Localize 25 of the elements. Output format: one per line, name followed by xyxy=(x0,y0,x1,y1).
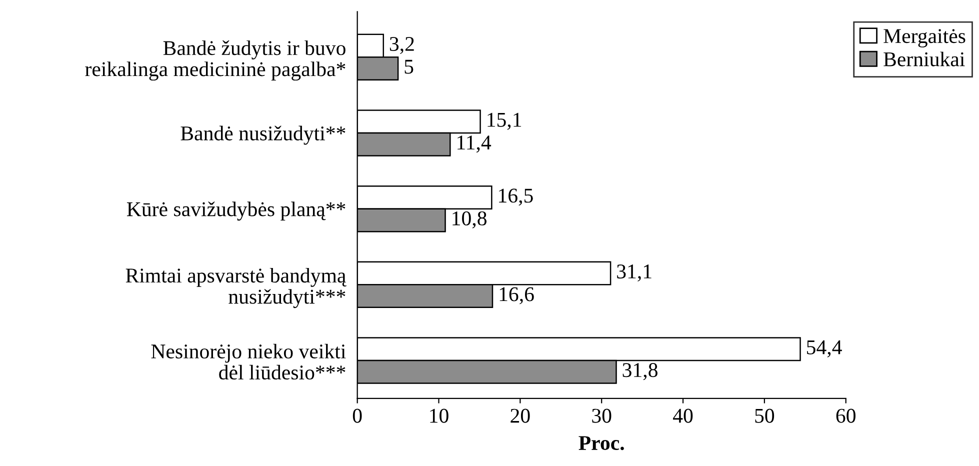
data-label: 31,8 xyxy=(622,363,658,380)
y-tick-label: Rimtai apsvarstė bandymą nusižudyti*** xyxy=(126,268,346,308)
legend-label: Mergaitės xyxy=(884,29,966,48)
x-tick-label: 20 xyxy=(510,408,530,423)
y-tick-label: Kūrė savižudybės planą** xyxy=(126,202,346,221)
data-label: 10,8 xyxy=(452,211,486,228)
x-tick-label: 0 xyxy=(352,408,362,423)
data-label: 11,4 xyxy=(458,136,492,153)
x-tick-label: 60 xyxy=(836,408,856,423)
data-label: 5 xyxy=(404,60,414,74)
x-tick-label: 50 xyxy=(755,408,774,423)
data-label: 15,1 xyxy=(488,112,522,130)
data-label: 54,4 xyxy=(807,340,842,358)
x-tick-label: 30 xyxy=(592,408,612,423)
data-label: 16,6 xyxy=(500,287,534,304)
y-tick-label: Bandė nusižudyti** xyxy=(180,126,346,145)
x-tick-label: 40 xyxy=(673,408,693,423)
x-axis-title: Proc. xyxy=(578,436,624,450)
x-tick-label: 10 xyxy=(430,408,448,423)
data-label: 3,2 xyxy=(390,36,414,54)
legend-label: Berniukai xyxy=(884,52,965,66)
data-label: 16,5 xyxy=(499,188,533,206)
y-tick-label: Nesinorėjo nieko veikti dėl liūdesio*** xyxy=(151,344,346,380)
data-label: 31,1 xyxy=(617,264,652,282)
y-tick-label: Bandė žudytis ir buvo reikalinga medicininė pagalba* xyxy=(85,40,346,81)
